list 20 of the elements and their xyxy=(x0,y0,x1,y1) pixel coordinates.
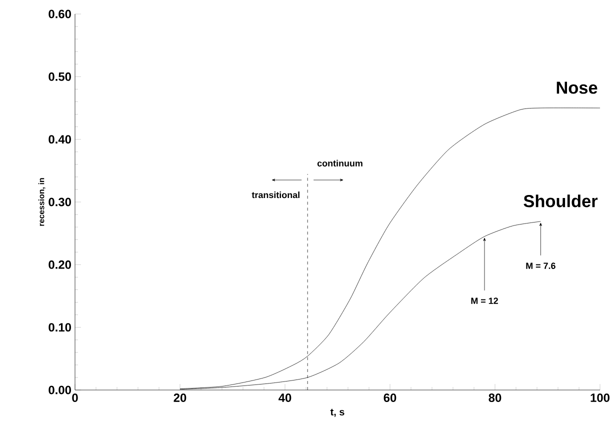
series-label: Nose xyxy=(556,82,598,94)
series-label: Shoulder xyxy=(524,194,598,208)
y-tick-label: 0.00 xyxy=(48,386,71,394)
y-tick-label: 0.50 xyxy=(48,72,71,81)
x-tick-label: 20 xyxy=(174,394,186,402)
annotation: M = 7.6 xyxy=(526,262,556,269)
annotation: transitional xyxy=(252,192,300,198)
x-axis-title: t, s xyxy=(330,408,344,417)
annotation: M = 12 xyxy=(471,298,498,304)
y-tick-label: 0.10 xyxy=(48,323,71,332)
y-tick-label: 0.40 xyxy=(48,135,71,144)
x-tick-label: 40 xyxy=(278,394,292,402)
x-tick-label: 0 xyxy=(72,394,78,402)
y-tick-label: 0.20 xyxy=(48,260,71,269)
y-tick-label: 0.30 xyxy=(48,198,71,206)
y-tick-label: 0.60 xyxy=(48,10,71,18)
annotation: continuum xyxy=(317,160,362,166)
x-tick-label: 80 xyxy=(488,394,502,402)
x-tick-label: 60 xyxy=(384,394,396,402)
x-tick-label: 100 xyxy=(590,394,610,402)
